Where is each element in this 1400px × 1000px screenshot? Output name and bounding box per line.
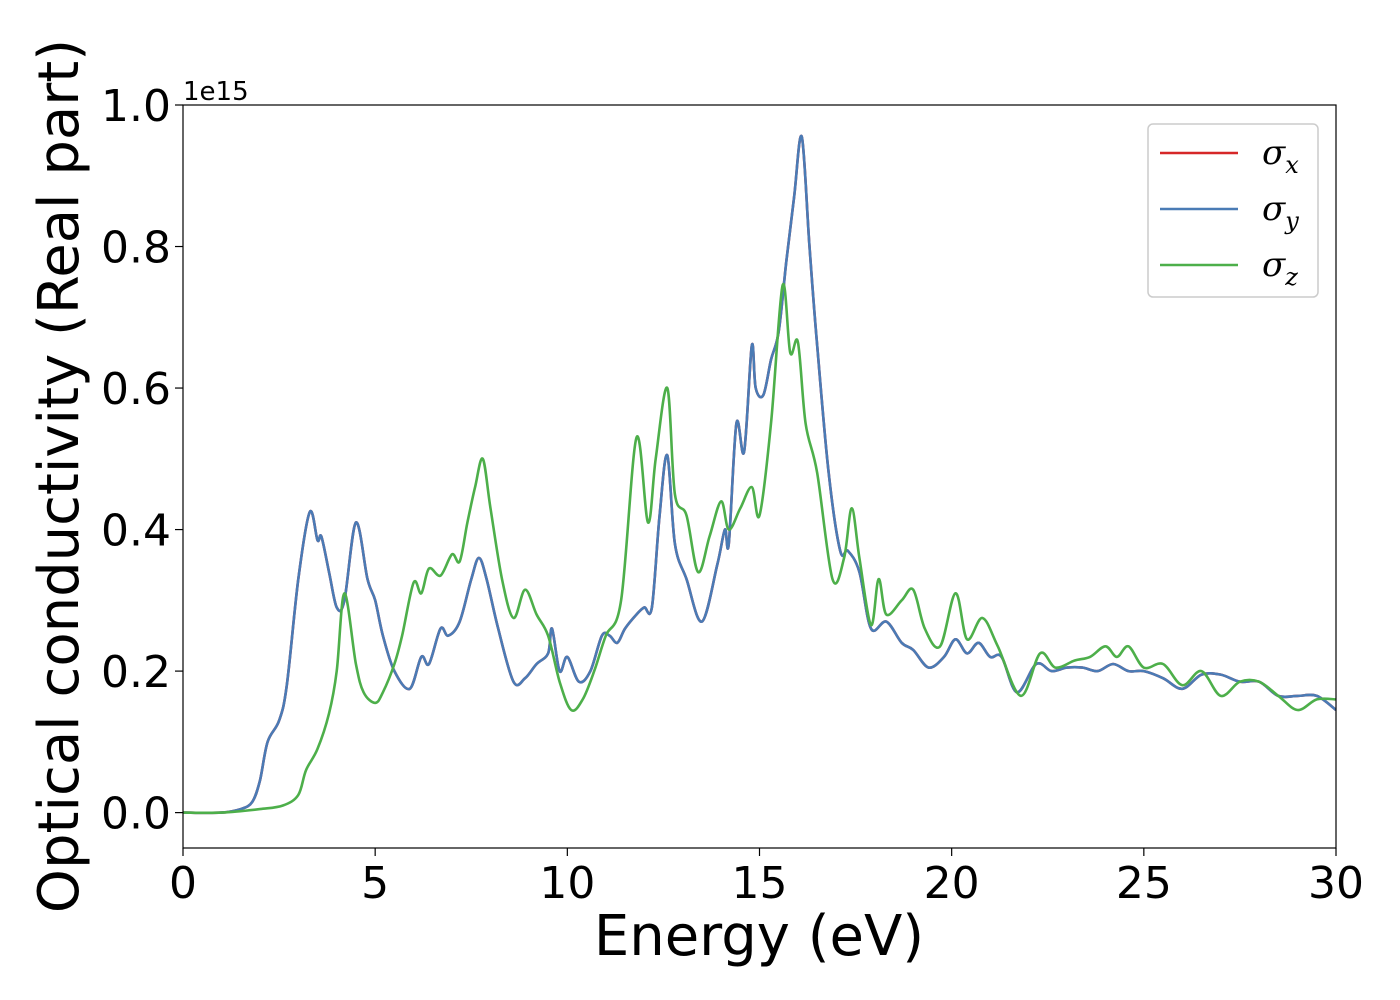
y-tick-label: 0.6 <box>101 364 171 415</box>
legend-label-z: σz <box>1262 245 1298 291</box>
x-tick-label: 0 <box>169 858 197 909</box>
series-line-z <box>183 282 1336 815</box>
y-tick-label: 0.4 <box>101 506 171 557</box>
x-tick-label: 30 <box>1308 858 1364 909</box>
series-layer <box>183 134 1336 815</box>
x-tick-label: 10 <box>539 858 595 909</box>
y-tick-label: 0.8 <box>101 223 171 274</box>
y-offset-label: 1e15 <box>183 77 249 107</box>
x-tick-label: 15 <box>732 858 788 909</box>
legend-box <box>1147 123 1319 298</box>
y-tick-label: 0.0 <box>101 789 171 840</box>
y-axis-label: Optical conductivity (Real part) <box>27 39 92 913</box>
x-axis: 0 5 10 15 20 25 30 <box>169 848 1364 909</box>
x-axis-label: Energy (eV) <box>594 904 924 969</box>
x-tick-label: 25 <box>1116 858 1172 909</box>
y-axis: 0.0 0.2 0.4 0.6 0.8 1.0 <box>101 81 183 840</box>
x-tick-label: 5 <box>361 858 389 909</box>
y-tick-label: 0.2 <box>101 647 171 698</box>
y-tick-label: 1.0 <box>101 81 171 132</box>
legend: σx σy σz <box>1147 123 1319 298</box>
legend-label-y: σy <box>1262 189 1299 235</box>
legend-label-x: σx <box>1262 133 1299 179</box>
x-tick-label: 20 <box>924 858 980 909</box>
